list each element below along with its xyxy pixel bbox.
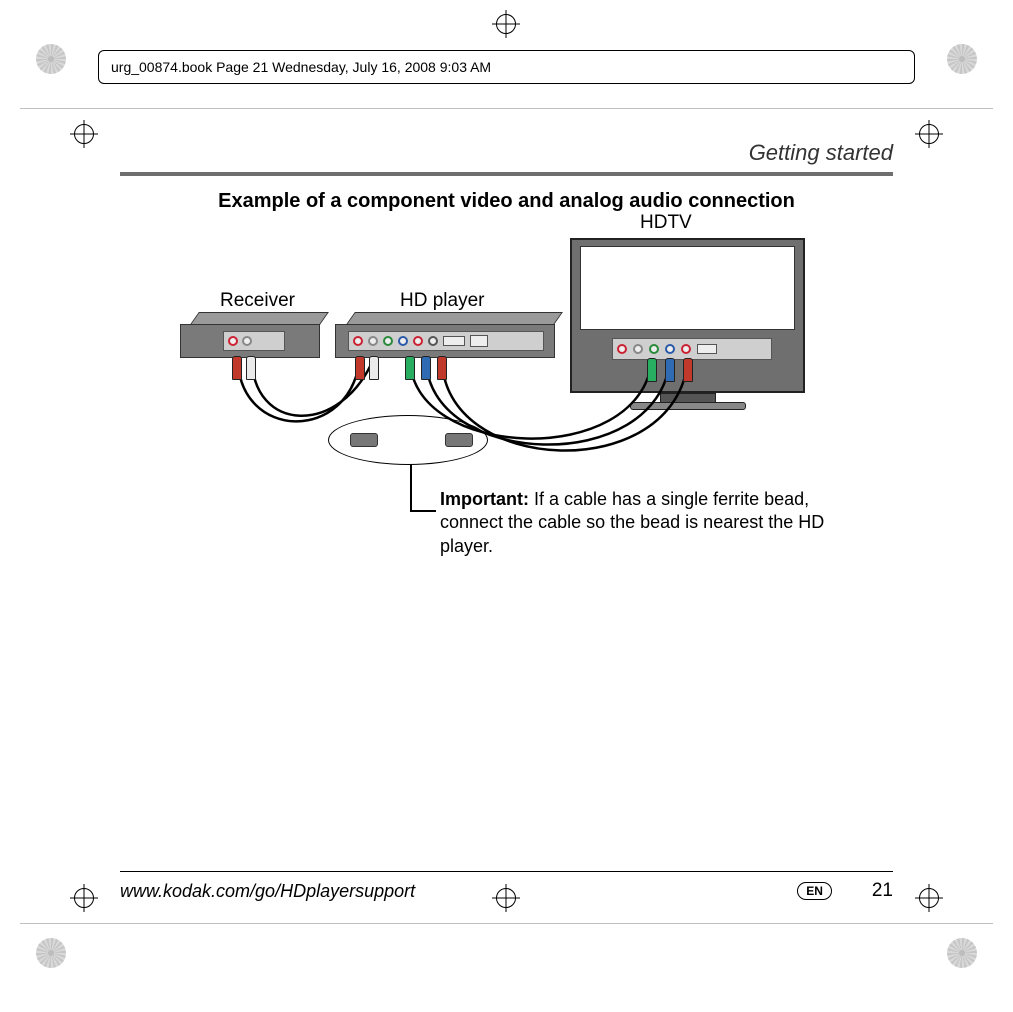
receiver-ports bbox=[223, 331, 285, 351]
crop-corner-tr bbox=[947, 44, 977, 74]
jack-coax-icon bbox=[428, 336, 438, 346]
crop-corner-tl bbox=[36, 44, 66, 74]
jack-audio-r-icon bbox=[353, 336, 363, 346]
print-header: urg_00874.book Page 21 Wednesday, July 1… bbox=[98, 50, 915, 84]
jack-component-pr-icon bbox=[413, 336, 423, 346]
rca-plug-red bbox=[232, 356, 242, 380]
jack-audio-l-icon bbox=[242, 336, 252, 346]
rca-plug-blue bbox=[665, 358, 675, 382]
hdtv-screen bbox=[580, 246, 795, 330]
rca-plug-white bbox=[369, 356, 379, 380]
section-heading: Getting started bbox=[749, 140, 893, 166]
label-hdtv: HDTV bbox=[640, 212, 692, 234]
registration-mark bbox=[915, 884, 943, 912]
jack-audio-l-icon bbox=[633, 344, 643, 354]
hdmi-port-icon bbox=[697, 344, 717, 354]
language-badge: EN bbox=[797, 882, 832, 900]
important-label: Important: bbox=[440, 489, 529, 509]
rca-plug-red bbox=[355, 356, 365, 380]
jack-audio-r-icon bbox=[228, 336, 238, 346]
callout-line bbox=[410, 464, 412, 510]
jack-component-pb-icon bbox=[398, 336, 408, 346]
callout-ellipse bbox=[328, 415, 488, 465]
trim-line bbox=[20, 108, 993, 109]
hdplayer-ports bbox=[348, 331, 544, 351]
print-header-text: urg_00874.book Page 21 Wednesday, July 1… bbox=[111, 59, 491, 75]
page-number: 21 bbox=[872, 880, 893, 902]
crop-corner-bl bbox=[36, 938, 66, 968]
registration-mark bbox=[70, 884, 98, 912]
section-rule bbox=[120, 172, 893, 176]
page-footer: www.kodak.com/go/HDplayersupport EN 21 bbox=[120, 871, 893, 902]
rca-plug-green bbox=[405, 356, 415, 380]
callout-line bbox=[410, 510, 436, 512]
crop-corner-br bbox=[947, 938, 977, 968]
registration-mark bbox=[70, 120, 98, 148]
example-title: Example of a component video and analog … bbox=[120, 190, 893, 213]
connection-diagram: HDTV Receiver HD player bbox=[160, 220, 820, 560]
label-hdplayer: HD player bbox=[400, 290, 484, 312]
jack-component-pr-icon bbox=[681, 344, 691, 354]
rca-plug-red bbox=[437, 356, 447, 380]
jack-component-y-icon bbox=[649, 344, 659, 354]
jack-component-pb-icon bbox=[665, 344, 675, 354]
rca-plug-red bbox=[683, 358, 693, 382]
jack-audio-r-icon bbox=[617, 344, 627, 354]
rca-plug-blue bbox=[421, 356, 431, 380]
hdmi-port-icon bbox=[443, 336, 465, 346]
rca-plug-white bbox=[246, 356, 256, 380]
registration-mark bbox=[915, 120, 943, 148]
jack-audio-l-icon bbox=[368, 336, 378, 346]
hdtv-ports bbox=[612, 338, 772, 360]
label-receiver: Receiver bbox=[220, 290, 295, 312]
hdtv-base bbox=[630, 402, 746, 410]
important-note: Important: If a cable has a single ferri… bbox=[440, 488, 840, 558]
trim-line bbox=[20, 923, 993, 924]
rca-plug-green bbox=[647, 358, 657, 382]
registration-mark bbox=[492, 10, 520, 38]
jack-component-y-icon bbox=[383, 336, 393, 346]
hdplayer-body bbox=[335, 324, 555, 358]
footer-url: www.kodak.com/go/HDplayersupport bbox=[120, 881, 415, 902]
receiver-body bbox=[180, 324, 320, 358]
usb-port-icon bbox=[470, 335, 488, 347]
